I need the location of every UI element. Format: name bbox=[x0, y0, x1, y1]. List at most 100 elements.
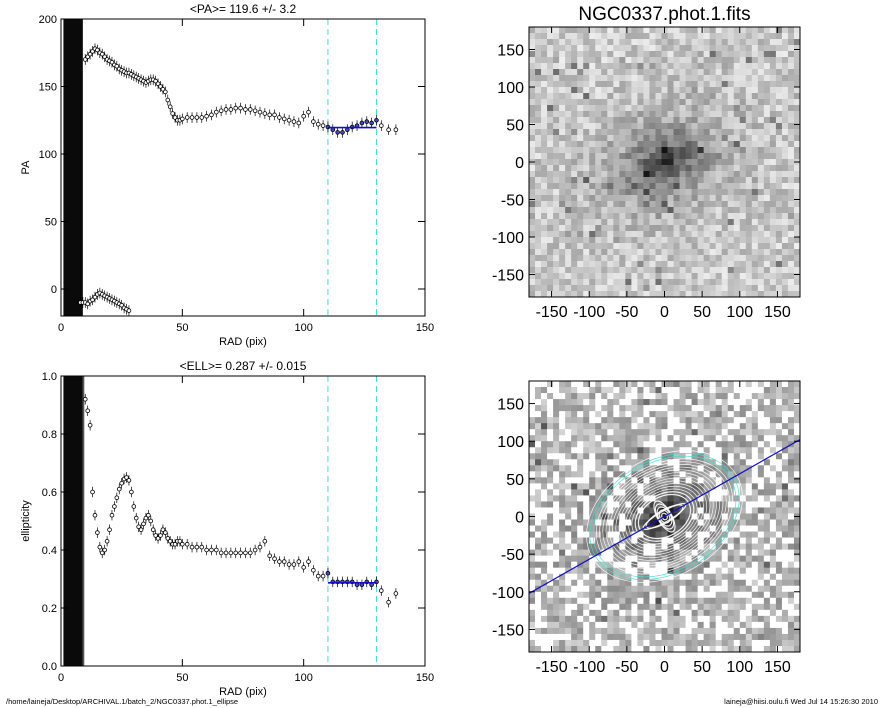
x-tick-label: 150 bbox=[764, 659, 791, 676]
data-point bbox=[386, 599, 391, 605]
data-point bbox=[267, 553, 272, 559]
data-point bbox=[189, 115, 195, 120]
data-point bbox=[165, 97, 171, 103]
data-point bbox=[184, 115, 190, 120]
data-point bbox=[272, 112, 277, 118]
data-point bbox=[252, 547, 258, 553]
data-point bbox=[116, 486, 122, 492]
data-point bbox=[109, 512, 115, 518]
y-tick-label: 200 bbox=[39, 14, 57, 26]
data-point bbox=[311, 119, 316, 124]
data-point bbox=[209, 547, 214, 553]
y-tick-label: -150 bbox=[492, 622, 524, 639]
data-point bbox=[286, 117, 292, 123]
x-tick-label: 0 bbox=[660, 659, 669, 676]
series-1 bbox=[82, 43, 399, 138]
data-point bbox=[379, 123, 384, 128]
y-tick-label: 0.2 bbox=[42, 603, 57, 615]
data-point bbox=[306, 559, 311, 564]
x-tick-label: 50 bbox=[176, 322, 188, 334]
y-tick-label: 100 bbox=[39, 149, 57, 161]
x-tick-label: 100 bbox=[294, 322, 312, 334]
series-1 bbox=[82, 393, 399, 608]
x-tick-label: -50 bbox=[615, 304, 638, 321]
x-axis-label: RAD (pix) bbox=[219, 686, 267, 698]
data-point bbox=[165, 536, 171, 541]
y-axis-label: ellipticity bbox=[20, 500, 32, 542]
data-point bbox=[133, 515, 139, 521]
data-point bbox=[272, 556, 277, 561]
data-point bbox=[112, 504, 117, 509]
plot-title: <PA>= 119.6 +/- 3.2 bbox=[190, 2, 297, 16]
data-point bbox=[148, 518, 154, 524]
galaxy-image bbox=[529, 381, 800, 652]
y-tick-label: 50 bbox=[506, 472, 524, 489]
y-axis-label: PA bbox=[20, 160, 32, 175]
data-point bbox=[177, 538, 183, 544]
y-tick-label: 50 bbox=[45, 217, 57, 229]
x-tick-label: -150 bbox=[536, 304, 568, 321]
data-point bbox=[247, 550, 253, 556]
y-tick-label: -50 bbox=[501, 547, 524, 564]
data-point bbox=[218, 108, 224, 114]
data-point bbox=[238, 550, 243, 556]
data-point bbox=[158, 533, 163, 538]
y-tick-label: -100 bbox=[492, 230, 524, 247]
data-point bbox=[243, 550, 248, 556]
data-point bbox=[209, 112, 214, 118]
y-tick-label: 0 bbox=[51, 284, 57, 296]
data-point bbox=[102, 547, 107, 553]
x-tick-label: 0 bbox=[660, 304, 669, 321]
y-tick-label: 100 bbox=[497, 434, 524, 451]
data-point bbox=[267, 112, 272, 118]
data-point bbox=[194, 544, 200, 550]
data-point bbox=[291, 119, 297, 124]
data-point bbox=[277, 559, 282, 564]
y-tick-label: -100 bbox=[492, 585, 524, 602]
y-tick-label: 150 bbox=[497, 397, 524, 414]
data-point bbox=[325, 570, 331, 576]
x-tick-label: 100 bbox=[294, 672, 312, 684]
x-tick-label: 100 bbox=[726, 304, 753, 321]
data-point bbox=[296, 120, 302, 126]
x-tick-label: 100 bbox=[726, 659, 753, 676]
data-point bbox=[277, 115, 282, 120]
data-point bbox=[146, 512, 151, 518]
data-point bbox=[345, 127, 350, 132]
data-point bbox=[281, 559, 287, 564]
panel-title: NGC0337.phot.1.fits bbox=[578, 4, 750, 25]
data-point bbox=[167, 104, 173, 110]
data-point bbox=[107, 527, 112, 532]
footer-stamp: laineja@hiisi.oulu.fi Wed Jul 14 15:26:3… bbox=[724, 697, 878, 706]
data-point bbox=[99, 550, 105, 556]
data-point bbox=[204, 113, 209, 119]
data-point bbox=[87, 422, 93, 428]
data-point bbox=[141, 521, 146, 527]
data-point bbox=[296, 559, 302, 564]
data-point bbox=[104, 538, 110, 544]
y-tick-label: 0.0 bbox=[42, 661, 57, 673]
y-tick-label: 150 bbox=[39, 82, 57, 94]
data-point bbox=[138, 527, 144, 532]
data-point bbox=[85, 408, 90, 414]
data-point bbox=[172, 541, 178, 547]
data-point bbox=[315, 573, 321, 579]
x-tick-label: 150 bbox=[416, 322, 434, 334]
x-tick-label: 150 bbox=[764, 304, 791, 321]
data-point bbox=[311, 567, 316, 573]
data-point bbox=[262, 111, 268, 116]
data-point bbox=[199, 115, 205, 120]
data-point bbox=[233, 105, 239, 111]
y-tick-label: 0.6 bbox=[42, 487, 57, 499]
data-point bbox=[252, 108, 258, 114]
data-point bbox=[223, 550, 229, 556]
data-point bbox=[90, 489, 95, 495]
data-point bbox=[119, 480, 124, 486]
y-tick-label: 100 bbox=[497, 80, 524, 97]
series-2 bbox=[78, 287, 132, 316]
y-tick-label: 50 bbox=[506, 118, 524, 135]
data-point bbox=[369, 120, 374, 126]
data-point bbox=[223, 107, 229, 112]
data-point bbox=[379, 588, 384, 593]
data-point bbox=[214, 547, 219, 553]
